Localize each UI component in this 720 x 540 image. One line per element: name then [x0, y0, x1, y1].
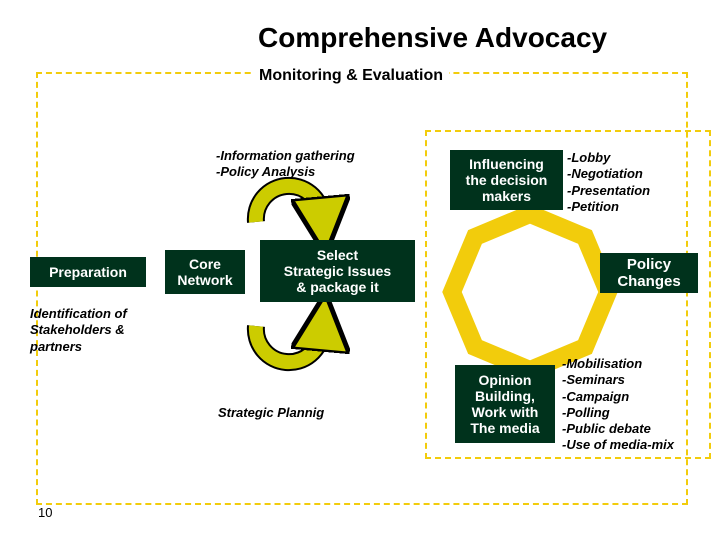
- box-preparation: Preparation: [30, 257, 146, 287]
- box-policy-changes: Policy Changes: [600, 253, 698, 293]
- box-opinion-building: Opinion Building, Work with The media: [455, 365, 555, 443]
- box-opinion-building-label: Opinion Building, Work with The media: [470, 372, 539, 436]
- label-info-gathering: -Information gathering -Policy Analysis: [216, 148, 355, 181]
- box-select-issues-label: Select Strategic Issues & package it: [284, 247, 391, 295]
- label-lobby: -Lobby -Negotiation -Presentation -Petit…: [567, 150, 650, 215]
- box-select-issues: Select Strategic Issues & package it: [260, 240, 415, 302]
- box-core-network: Core Network: [165, 250, 245, 294]
- box-core-network-label: Core Network: [177, 256, 232, 288]
- label-strategic-plannig: Strategic Plannig: [218, 405, 324, 421]
- label-stakeholders: Identification of Stakeholders & partner…: [30, 306, 127, 355]
- box-influencing-label: Influencing the decision makers: [466, 156, 548, 204]
- page-number: 10: [38, 505, 52, 521]
- label-mobilisation: -Mobilisation -Seminars -Campaign -Polli…: [562, 356, 674, 454]
- box-policy-changes-label: Policy Changes: [617, 256, 680, 291]
- box-preparation-label: Preparation: [49, 264, 127, 280]
- box-influencing: Influencing the decision makers: [450, 150, 563, 210]
